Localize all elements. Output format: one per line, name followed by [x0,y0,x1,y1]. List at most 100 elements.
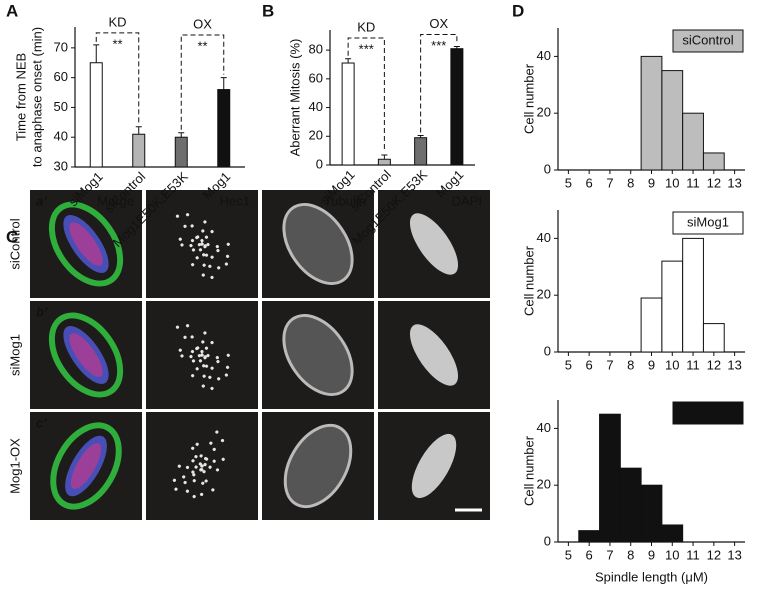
dot [210,275,214,279]
dot [210,340,214,345]
dot [224,373,228,377]
hist-bar [599,413,621,543]
dot [208,264,212,268]
y-axis-label: to anaphase onset (min) [29,27,44,167]
x-tick-label: 5 [565,547,572,562]
legend-box [672,211,744,235]
kinetochores [69,333,103,377]
y-tick-label: 20 [537,287,551,302]
dot [201,340,205,344]
dot [191,470,195,474]
x-tick-label: 5 [565,357,572,372]
bracket [95,32,140,124]
dot [212,459,216,463]
x-tick-label: 13 [727,547,741,562]
x-tick-label: 8 [627,547,634,562]
dot [191,374,195,378]
bar [341,62,355,166]
error-bar [381,154,388,160]
x-axis-label: Spindle length (μM) [595,569,708,584]
x-tick-label: 6 [586,547,593,562]
bar [174,136,188,168]
dna-gray [411,433,457,499]
x-tick-label: 13 [727,357,741,372]
error-bar [135,126,142,135]
kinetochores [69,222,103,266]
error-bar [93,44,100,63]
dot [198,359,203,363]
dot [185,324,190,328]
spindle [48,201,124,287]
dot [178,348,182,352]
dot [200,464,204,468]
dot [190,238,195,243]
group-label: OX [193,16,212,31]
dot [204,364,209,368]
spindle-gray [282,314,354,396]
x-tick-label: 5 [565,175,572,190]
x-tick-label: 13 [727,175,741,190]
hist-bar [702,152,725,171]
x-tick-label: 12 [707,175,721,190]
legend-box [672,401,744,425]
dot [191,459,195,463]
dot [201,481,205,485]
dot [174,487,178,491]
row-label: Mog1-OX [7,438,22,494]
hist-bar [702,323,725,353]
dot [220,438,225,443]
dot [197,243,201,247]
dot [202,364,206,368]
dot [180,243,184,247]
significance: *** [359,41,374,56]
dot [197,354,201,358]
y-tick-label: 40 [537,420,551,435]
dot [192,479,196,483]
bar [414,137,428,166]
dot [208,465,212,469]
y-tick-label: 0 [544,161,551,176]
y-tick-label: 20 [537,477,551,492]
dot [190,349,195,354]
dot [183,335,187,339]
x-tick-label: 12 [707,547,721,562]
dot [211,488,215,492]
bar [377,158,391,166]
dot [195,235,199,240]
panel-label: C [6,227,18,246]
dot [195,256,199,260]
dot [215,245,219,249]
dot [203,220,207,224]
bracket [420,34,458,133]
dot [201,229,205,233]
y-tick-label: 20 [537,105,551,120]
x-tick-label: 11 [686,175,700,190]
row-label: siMog1 [7,334,22,376]
hist-bar [578,530,601,543]
dot [221,457,225,461]
dot [200,242,204,246]
y-tick-label: 40 [54,129,68,144]
dot [204,479,208,483]
dot [201,273,205,277]
y-axis-label: Cell number [521,245,536,316]
error-bar [453,46,460,49]
dot [178,237,182,241]
dot [215,468,220,472]
dot [210,229,214,234]
y-tick-label: 40 [309,99,323,114]
group-label: KD [357,19,375,34]
y-tick-label: 60 [54,69,68,84]
x-tick-label: 6 [586,175,593,190]
dot [204,346,209,350]
dot [200,350,204,354]
y-axis-label: Cell number [521,63,536,134]
row-tag: c’ [36,415,47,430]
spindle [50,422,122,510]
bar [132,133,146,168]
dot [224,262,228,266]
legend-label: siMog1 [687,214,729,229]
dot [200,468,204,472]
dot [189,354,193,359]
x-tick-label: 7 [606,547,613,562]
